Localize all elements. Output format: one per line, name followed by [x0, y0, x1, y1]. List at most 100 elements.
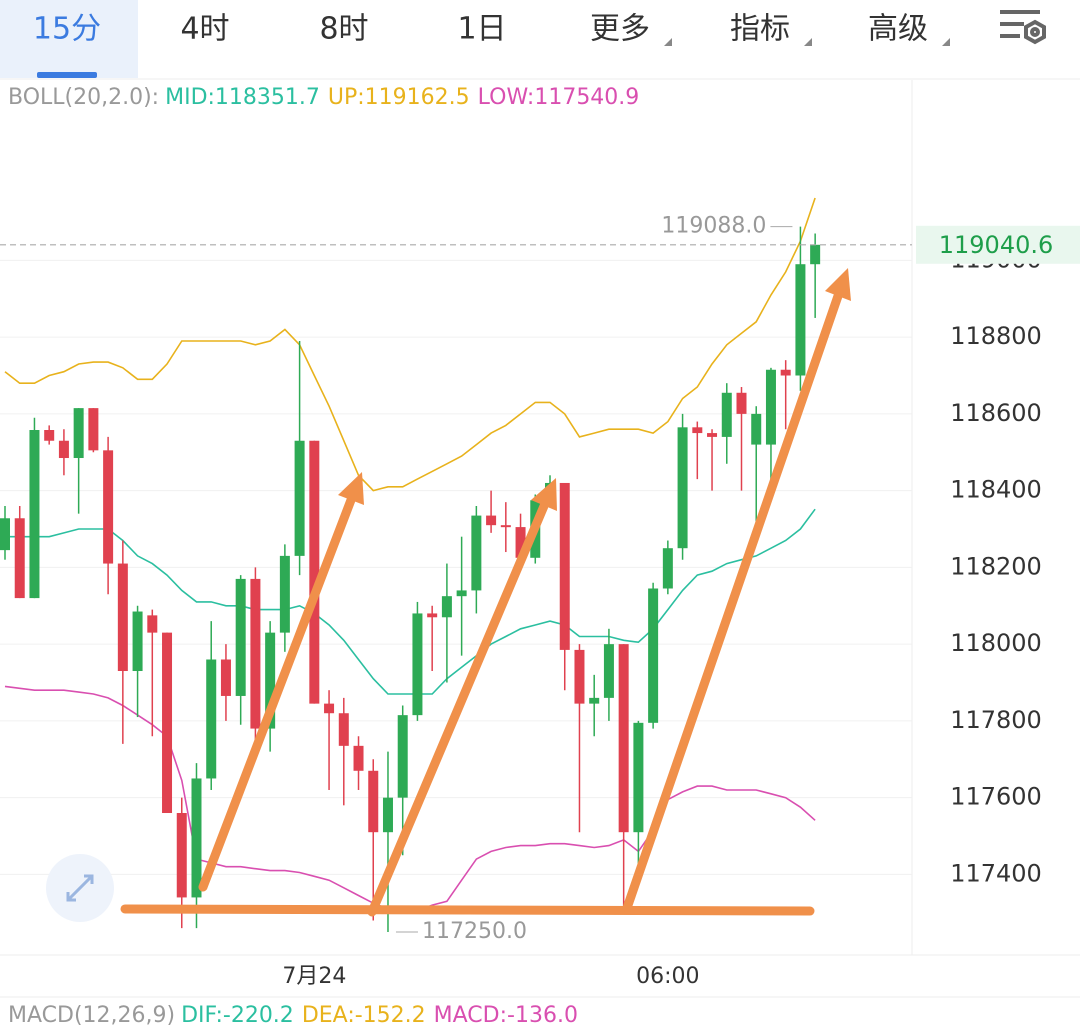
candle-body	[309, 440, 320, 704]
y-axis: 117400 117600 117800 118000 118200 118400 1186…	[282, 225, 1080, 989]
tab-label: 指标	[730, 12, 790, 47]
legend-item: UP:119162.5	[328, 85, 470, 110]
extreme-label: 119088.0	[661, 214, 766, 239]
candle-body	[765, 369, 776, 445]
candle-body	[559, 482, 570, 650]
y-tick-label: 117400	[950, 859, 1042, 887]
candle-body	[618, 644, 629, 833]
candle-body	[206, 659, 217, 779]
candle-body	[29, 430, 40, 599]
tab[interactable]: 指标	[730, 12, 812, 47]
menu-caret	[942, 38, 950, 46]
legend-item: DIF:-220.2	[181, 1003, 294, 1028]
candle-body	[692, 427, 703, 434]
candle-body	[486, 515, 497, 526]
candle-body	[780, 369, 791, 376]
candle-body	[751, 413, 762, 445]
candle-body	[412, 613, 423, 716]
candle-body	[810, 244, 821, 265]
expand-button[interactable]	[46, 854, 114, 922]
tab[interactable]: 1日	[457, 12, 506, 47]
candle-body	[427, 613, 438, 618]
y-tick-label: 118000	[950, 629, 1042, 657]
candle-body	[235, 578, 246, 696]
candle-body	[500, 525, 511, 528]
candle-body	[338, 713, 349, 746]
candle-body	[633, 722, 644, 833]
plot: 119088.0 117250.0	[0, 197, 912, 944]
candle-body	[14, 518, 25, 599]
candle-body	[250, 578, 261, 729]
tab-label: 4时	[180, 12, 229, 47]
arrow-head	[531, 478, 557, 511]
candle-body	[603, 644, 614, 698]
candle-body	[132, 611, 143, 672]
x-tick-label: 7月24	[282, 964, 346, 989]
arrow-head	[338, 472, 364, 505]
last-price-tag	[916, 225, 1080, 264]
candle-body	[117, 563, 128, 672]
candle-body	[279, 555, 290, 633]
y-tick-label: 118600	[950, 399, 1042, 427]
icon-dot	[1030, 27, 1040, 37]
candle-body	[294, 440, 305, 556]
candle-body	[88, 408, 99, 451]
tab-indicator	[37, 72, 97, 78]
legend-item: LOW:117540.9	[478, 85, 640, 110]
x-tick-label: 06:00	[636, 964, 699, 989]
candle-body	[456, 590, 467, 597]
arrow-line	[367, 501, 549, 917]
candle-body	[662, 548, 673, 589]
candle-body	[0, 518, 10, 551]
candle-body	[397, 715, 408, 798]
expand-icon	[66, 874, 94, 902]
tab[interactable]: 8时	[319, 12, 368, 47]
candle-body	[162, 632, 173, 814]
band-line	[5, 508, 816, 695]
candle-body	[795, 264, 806, 376]
y-tick-label: 118200	[950, 552, 1042, 580]
candle-body	[721, 392, 732, 437]
candle-body	[515, 527, 526, 558]
candle-body	[220, 659, 231, 696]
candle-body	[191, 778, 202, 898]
tab-label: 15分	[33, 12, 101, 47]
tabs: 15分 4时 8时 1日 更多 指标 高级	[0, 0, 950, 78]
candle-body	[176, 813, 187, 898]
candle-body	[265, 632, 276, 729]
candle-body	[574, 649, 585, 704]
arrow-line	[622, 291, 843, 913]
macd-legend: MACD(12,26,9) DIF:-220.2 DEA:-152.2 MACD:-1…	[8, 1003, 578, 1028]
tab-bar	[0, 0, 1080, 78]
y-tick-label: 118800	[950, 322, 1042, 350]
legend-label: BOLL(20,2.0):	[8, 85, 159, 110]
y-tick-label: 117600	[950, 783, 1042, 811]
legend-item: DEA:-152.2	[302, 1003, 426, 1028]
grid	[0, 259, 912, 875]
candle-body	[471, 515, 482, 591]
menu-caret	[804, 38, 812, 46]
last-price-label: 119040.6	[939, 231, 1054, 259]
candle-body	[736, 392, 747, 414]
tab[interactable]: 高级	[868, 12, 950, 47]
tab[interactable]: 4时	[180, 12, 229, 47]
tab-label: 更多	[590, 12, 650, 47]
candle-body	[382, 797, 393, 833]
candle-body	[648, 588, 659, 723]
arrow-line	[198, 495, 356, 892]
tab[interactable]: 更多	[590, 12, 672, 47]
candle-body	[73, 408, 84, 459]
candle-body	[589, 697, 600, 704]
candle-body	[103, 450, 114, 564]
candle-body	[58, 440, 69, 459]
band-line	[4, 197, 816, 492]
candle-body	[324, 703, 335, 714]
tab[interactable]: 15分	[0, 0, 138, 78]
tab-label: 1日	[457, 12, 506, 47]
candle-body	[707, 433, 718, 437]
tab-active-bg	[0, 0, 138, 78]
menu-caret	[664, 38, 672, 46]
settings-icon[interactable]	[1000, 10, 1046, 45]
icon-hex	[1024, 19, 1046, 45]
